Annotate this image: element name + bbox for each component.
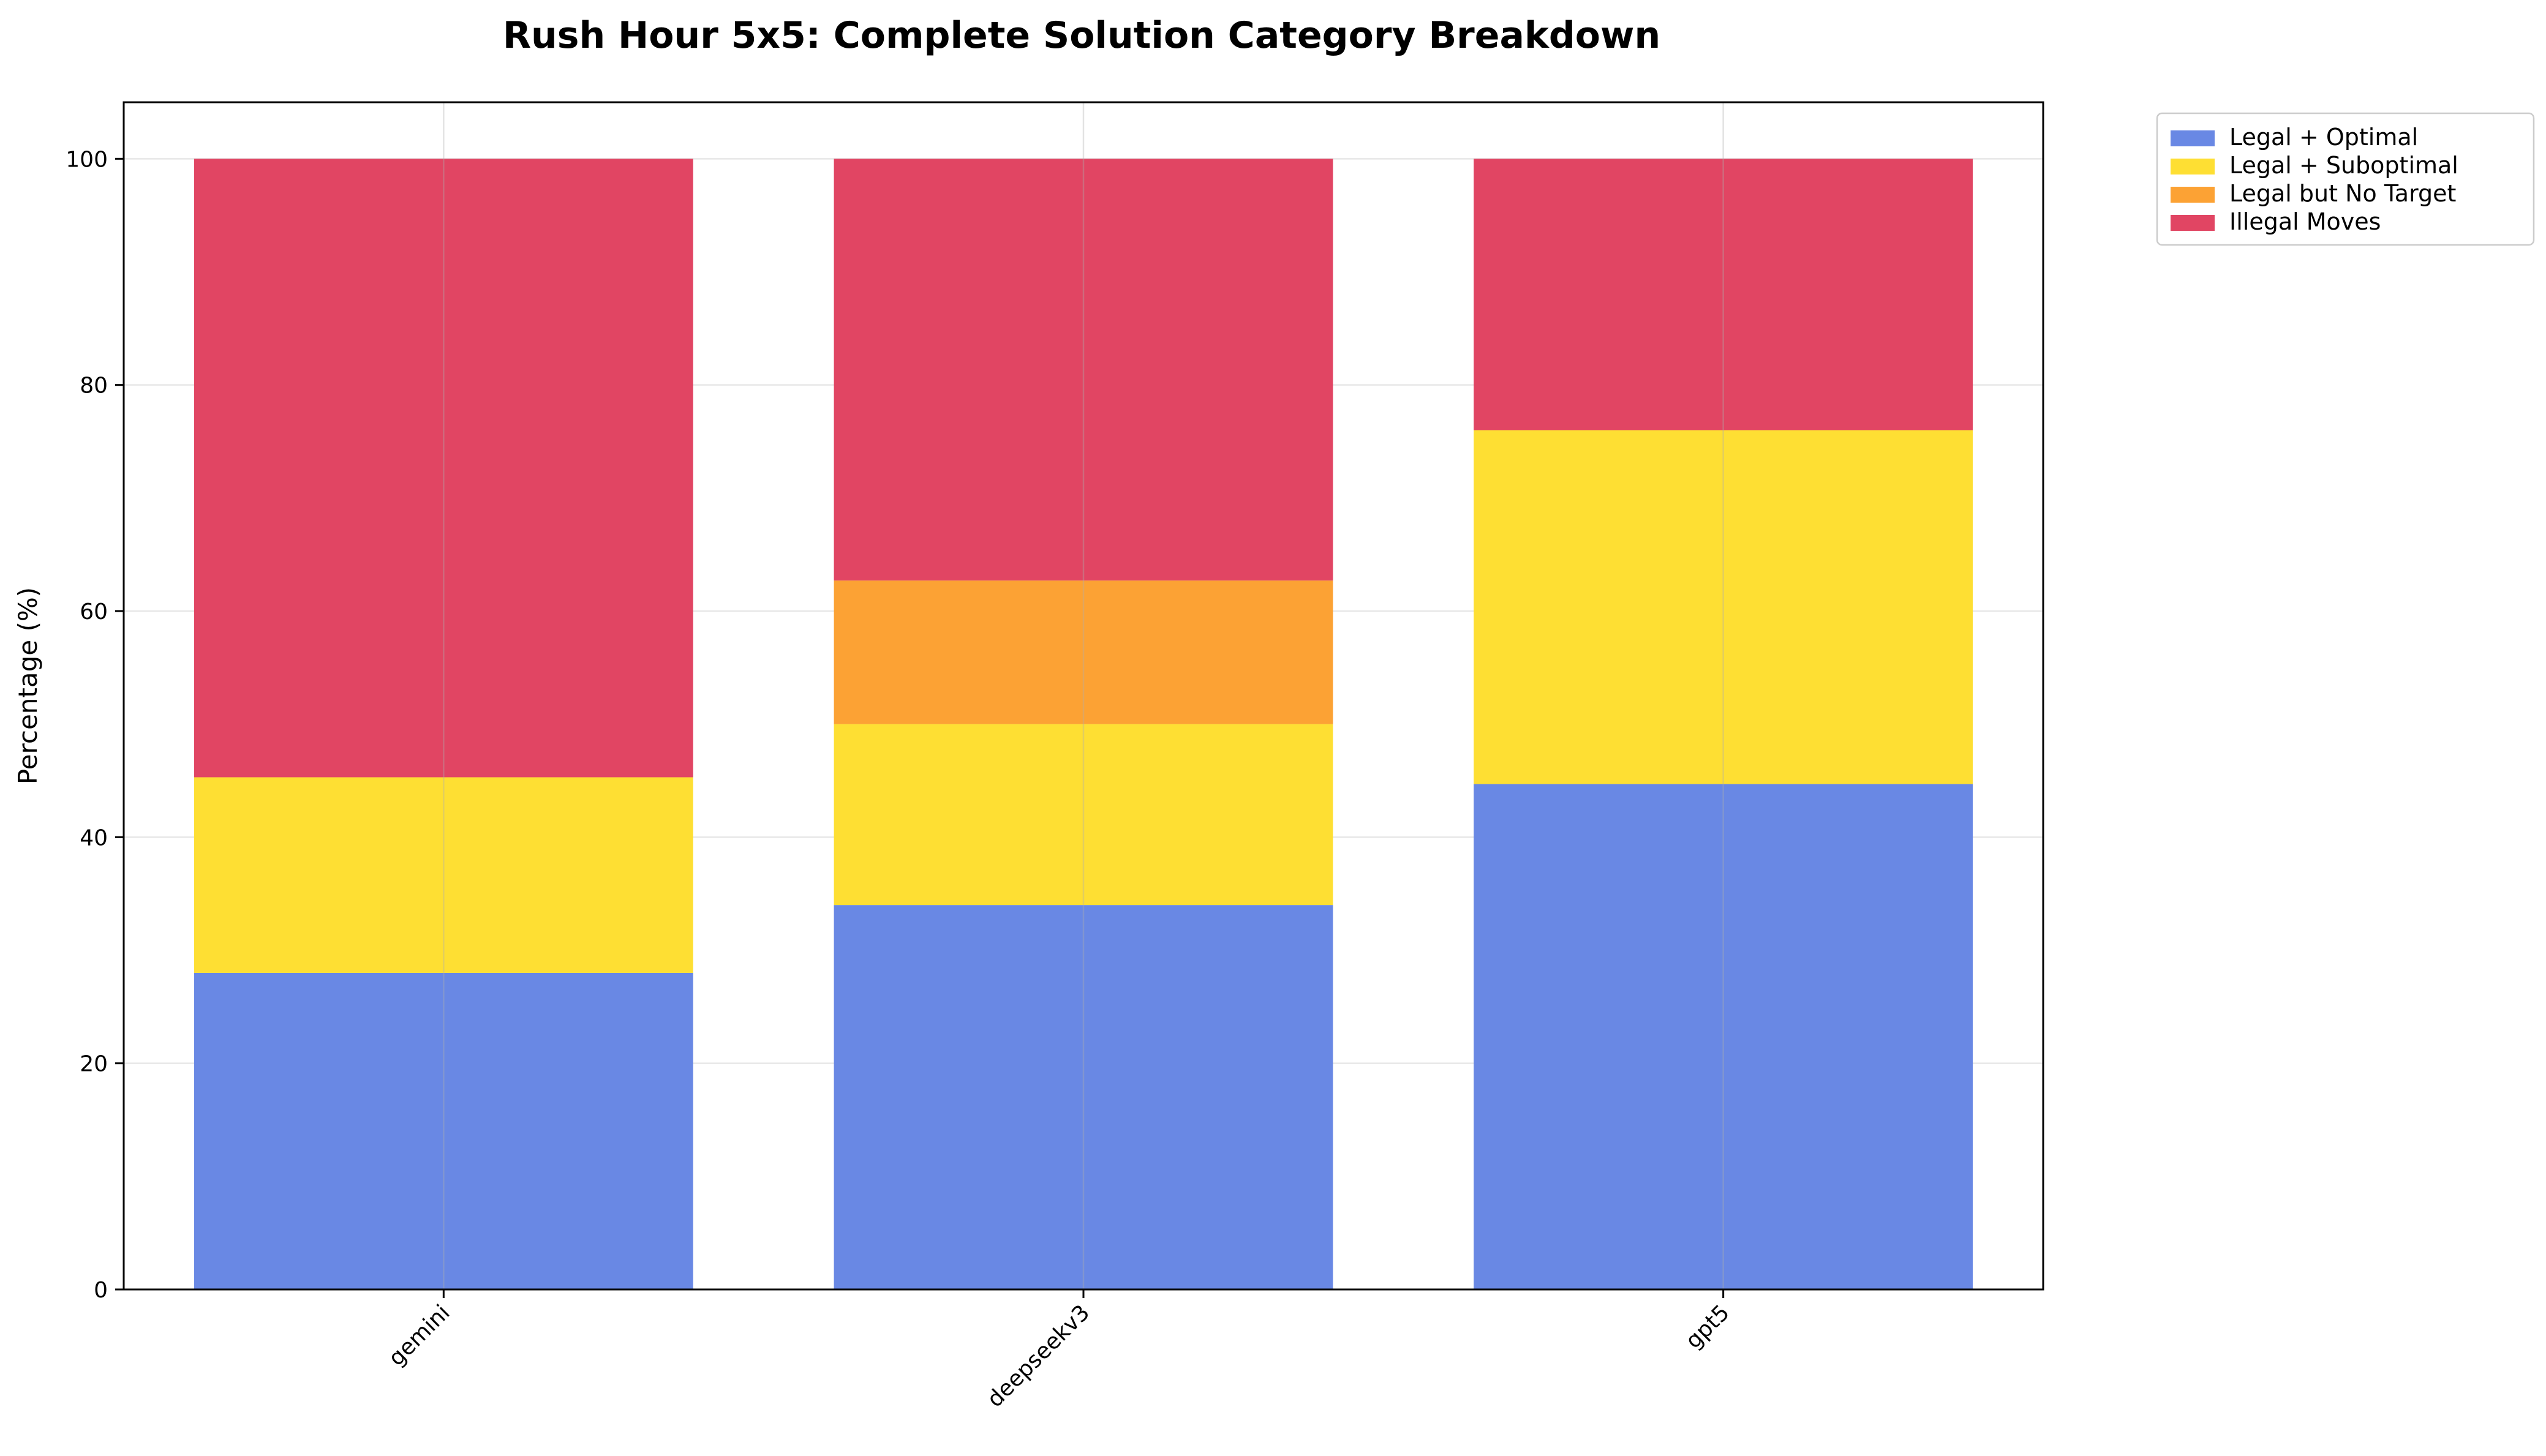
- bar-deepseekv3-series-1: [834, 724, 1333, 906]
- legend-swatch-1: [2171, 159, 2215, 174]
- bar-gpt5-series-0: [1474, 784, 1973, 1289]
- bar-gpt5-series-3: [1474, 159, 1973, 430]
- legend-swatch-3: [2171, 215, 2215, 231]
- legend-swatch-0: [2171, 130, 2215, 146]
- legend-label-2: Legal but No Target: [2229, 180, 2456, 207]
- bar-gemini-series-1: [194, 777, 693, 973]
- x-tick-label-gpt5: gpt5: [1681, 1300, 1734, 1353]
- y-tick-label: 60: [80, 599, 108, 625]
- bar-gemini-series-3: [194, 159, 693, 778]
- legend-label-0: Legal + Optimal: [2229, 124, 2418, 151]
- legend-swatch-2: [2171, 187, 2215, 203]
- bar-deepseekv3-series-2: [834, 580, 1333, 724]
- vertical-grid-lines: [443, 102, 1724, 1289]
- legend-box: [2156, 112, 2535, 246]
- y-tick-label: 100: [66, 147, 108, 172]
- y-tick-label: 40: [80, 825, 108, 850]
- bar-gemini-series-0: [194, 972, 693, 1289]
- x-tick-label-gemini: gemini: [384, 1300, 455, 1371]
- chart-title: Rush Hour 5x5: Complete Solution Categor…: [503, 14, 1660, 57]
- y-tick-label: 80: [80, 373, 108, 399]
- x-tick-label-deepseekv3: deepseekv3: [982, 1300, 1094, 1412]
- bar-gpt5-series-1: [1474, 430, 1973, 784]
- legend-label-1: Legal + Suboptimal: [2229, 152, 2458, 179]
- y-tick-label: 20: [80, 1052, 108, 1077]
- y-tick-label: 0: [94, 1278, 108, 1303]
- bar-deepseekv3-series-0: [834, 905, 1333, 1289]
- legend-label-3: Illegal Moves: [2229, 208, 2381, 235]
- y-axis-label: Percentage (%): [13, 587, 43, 784]
- bar-deepseekv3-series-3: [834, 159, 1333, 581]
- bars: [194, 159, 1973, 1289]
